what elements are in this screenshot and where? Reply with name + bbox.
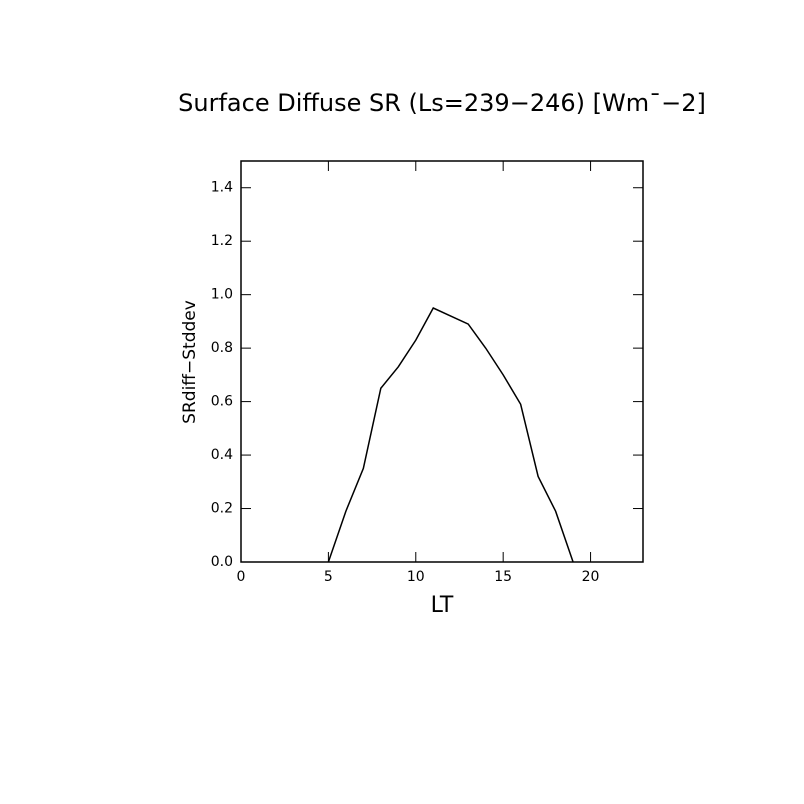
y-tick-label: 0.0 [211, 554, 233, 570]
x-tick-label: 5 [324, 569, 333, 585]
y-tick-label: 1.4 [211, 180, 233, 196]
x-tick-label: 10 [407, 569, 425, 585]
y-tick-label: 0.6 [211, 394, 233, 410]
y-axis-label: SRdiff−Stddev [180, 300, 200, 424]
x-tick-label: 15 [494, 569, 512, 585]
plot-frame [240, 160, 644, 563]
x-tick-label: 20 [582, 569, 600, 585]
x-tick-label: 0 [237, 569, 246, 585]
y-tick-label: 0.4 [211, 447, 233, 463]
x-axis-label: LT [431, 593, 454, 618]
y-tick-label: 1.2 [211, 233, 233, 249]
y-tick-label: 1.0 [211, 287, 233, 303]
y-tick-label: 0.2 [211, 501, 233, 517]
y-tick-label: 0.8 [211, 340, 233, 356]
data-line [327, 307, 574, 563]
chart-title: Surface Diffuse SR (Ls=239−246) [Wm¯−2] [178, 89, 706, 117]
